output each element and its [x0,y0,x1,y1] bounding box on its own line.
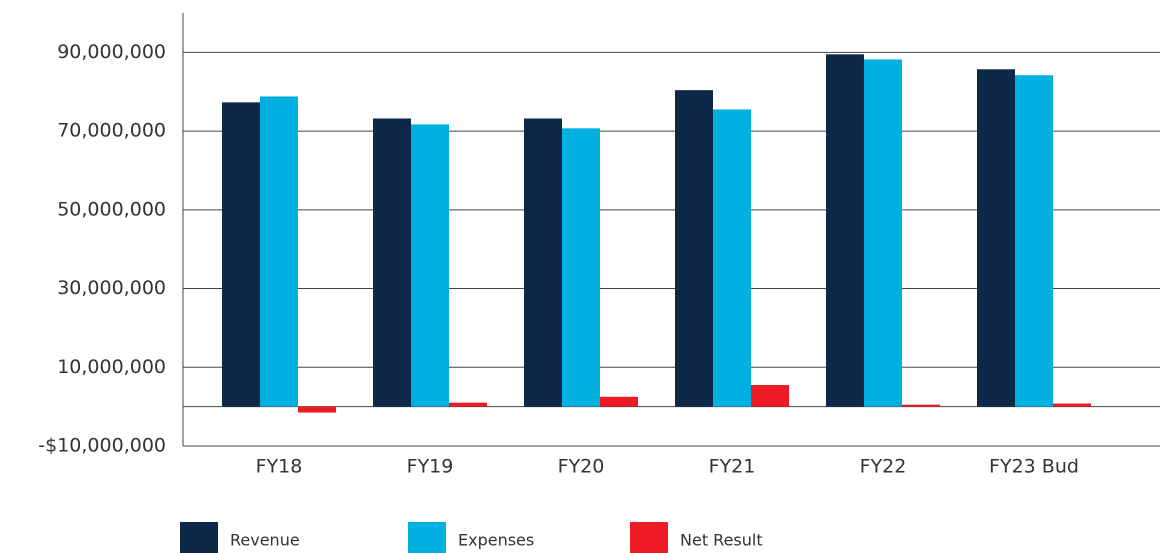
bar [562,128,600,407]
x-tick-label: FY23 Bud [989,456,1079,478]
legend-label: Expenses [458,531,534,550]
bar [411,124,449,407]
x-tick-label: FY20 [558,456,605,478]
x-tick-label: FY19 [407,456,454,478]
y-tick-label: 10,000,000 [57,356,166,378]
bar [826,54,864,407]
bar [260,96,298,407]
bar [600,396,638,407]
legend-swatch [408,522,446,553]
bar [864,59,902,407]
y-tick-label: 50,000,000 [57,198,166,220]
bar [713,109,751,407]
legend-label: Revenue [230,531,300,550]
bar [675,90,713,407]
y-tick-label: 70,000,000 [57,120,166,142]
x-tick-label: FY21 [709,456,756,478]
bar [298,406,336,413]
legend-swatch [630,522,668,553]
y-tick-label: -$10,000,000 [38,435,166,457]
x-tick-label: FY22 [860,456,907,478]
bar [1015,75,1053,407]
bar [373,118,411,407]
x-tick-label: FY18 [256,456,303,478]
bar [751,384,789,407]
legend-swatch [180,522,218,553]
bar [524,118,562,407]
bar [222,102,260,407]
legend-label: Net Result [680,531,763,550]
y-tick-label: 30,000,000 [57,277,166,299]
bar [1053,403,1091,407]
bar [902,404,940,407]
bar [977,69,1015,407]
y-tick-label: 90,000,000 [57,41,166,63]
bar [449,402,487,407]
